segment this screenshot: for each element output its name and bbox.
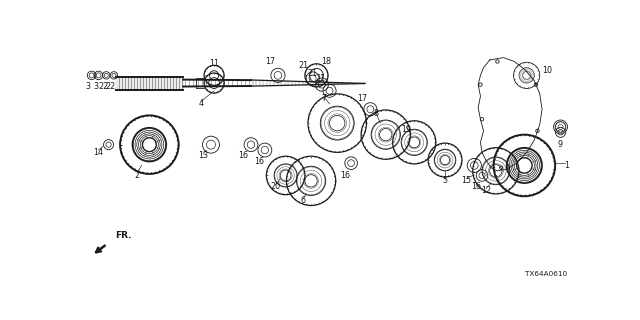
Text: 3: 3 bbox=[93, 82, 98, 91]
Text: 8: 8 bbox=[373, 109, 378, 118]
Text: 22: 22 bbox=[98, 82, 108, 91]
Text: 3: 3 bbox=[85, 82, 90, 91]
Text: 16: 16 bbox=[238, 151, 248, 160]
Text: 11: 11 bbox=[209, 59, 219, 68]
Text: 2: 2 bbox=[134, 171, 140, 180]
Text: 4: 4 bbox=[198, 99, 204, 108]
Text: 16: 16 bbox=[253, 157, 264, 166]
Text: FR.: FR. bbox=[115, 231, 131, 240]
Text: 17: 17 bbox=[358, 94, 368, 103]
Text: 6: 6 bbox=[301, 196, 306, 204]
Text: 17: 17 bbox=[265, 57, 275, 66]
Text: 1: 1 bbox=[564, 161, 569, 170]
Text: 21: 21 bbox=[316, 74, 325, 83]
Text: TX64A0610: TX64A0610 bbox=[525, 271, 566, 277]
Text: 21: 21 bbox=[298, 61, 308, 70]
Text: 14: 14 bbox=[93, 148, 104, 157]
Text: 10: 10 bbox=[543, 66, 552, 75]
Text: 13: 13 bbox=[198, 151, 208, 160]
Text: 20: 20 bbox=[271, 182, 281, 191]
Text: 22: 22 bbox=[106, 82, 116, 91]
Text: 7: 7 bbox=[321, 94, 326, 103]
Text: 5: 5 bbox=[442, 176, 447, 185]
Text: 21: 21 bbox=[308, 68, 317, 77]
Text: 19: 19 bbox=[401, 125, 412, 134]
Text: 18: 18 bbox=[321, 57, 332, 66]
Text: 9: 9 bbox=[558, 140, 563, 149]
Text: 12: 12 bbox=[481, 186, 491, 195]
Text: 15: 15 bbox=[461, 176, 472, 185]
Text: 16: 16 bbox=[340, 171, 350, 180]
Text: 16: 16 bbox=[471, 182, 481, 191]
